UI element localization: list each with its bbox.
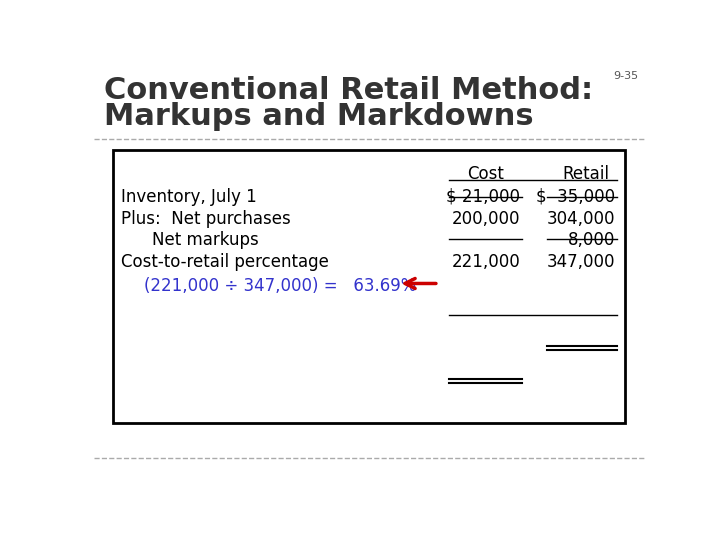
Text: Inventory, July 1: Inventory, July 1 [121, 188, 257, 206]
FancyBboxPatch shape [113, 150, 625, 423]
Text: Cost: Cost [467, 165, 504, 183]
Text: $ 21,000: $ 21,000 [446, 188, 520, 206]
Text: $  35,000: $ 35,000 [536, 188, 616, 206]
Text: 221,000: 221,000 [451, 253, 520, 271]
Text: 347,000: 347,000 [547, 253, 616, 271]
Text: Markups and Markdowns: Markups and Markdowns [104, 102, 534, 131]
Text: 200,000: 200,000 [451, 210, 520, 227]
Text: (221,000 ÷ 347,000) =   63.69%: (221,000 ÷ 347,000) = 63.69% [144, 278, 417, 295]
Text: Conventional Retail Method:: Conventional Retail Method: [104, 76, 593, 105]
Text: 304,000: 304,000 [547, 210, 616, 227]
Text: 8,000: 8,000 [568, 231, 616, 249]
Text: Net markups: Net markups [152, 231, 258, 249]
Text: Plus:  Net purchases: Plus: Net purchases [121, 210, 291, 227]
Text: Retail: Retail [562, 165, 610, 183]
Text: Cost-to-retail percentage: Cost-to-retail percentage [121, 253, 329, 271]
Text: 9-35: 9-35 [613, 71, 639, 81]
